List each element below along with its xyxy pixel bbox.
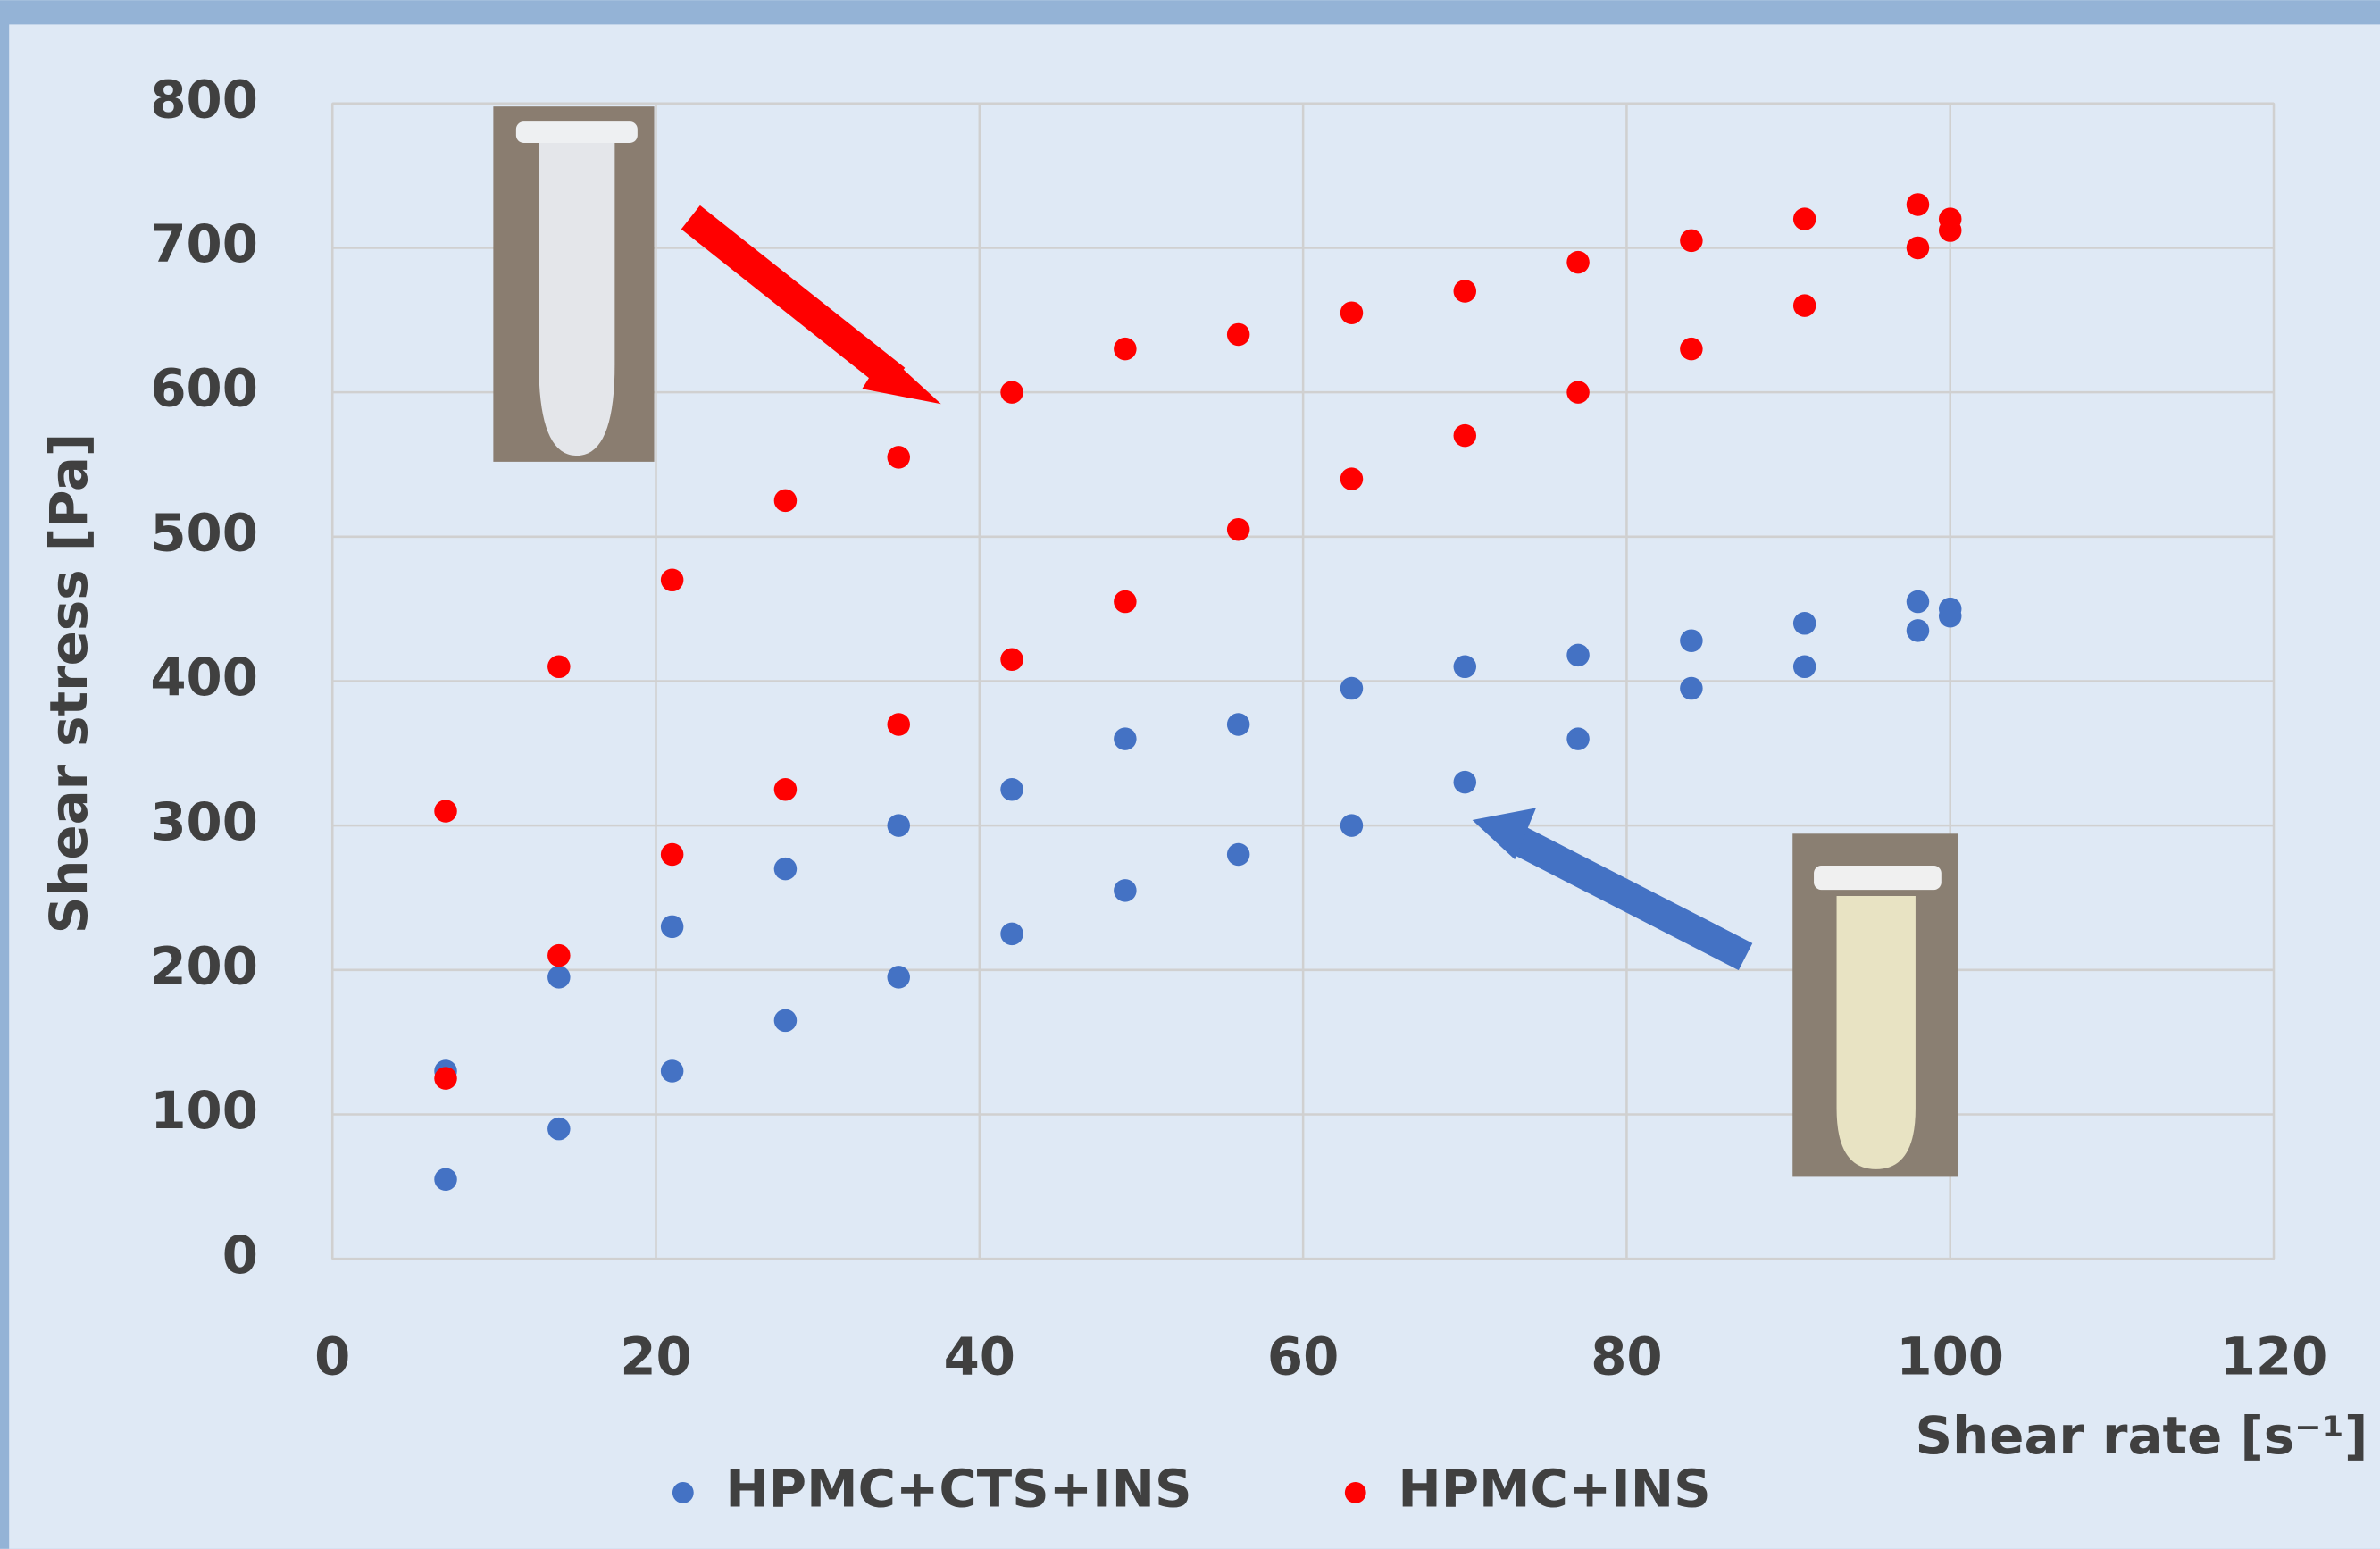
legend-marker — [1345, 1482, 1366, 1503]
x-tick-label: 120 — [2220, 1327, 2328, 1387]
y-axis-label: Shear stress [Pa] — [38, 433, 99, 934]
y-tick-label: 800 — [150, 69, 258, 130]
data-point — [1114, 338, 1136, 360]
legend-marker — [672, 1482, 694, 1503]
data-point — [434, 1067, 456, 1089]
data-point — [1566, 381, 1589, 403]
photo-opaque-tube — [493, 106, 654, 462]
data-point — [661, 1059, 683, 1082]
data-point — [774, 490, 797, 512]
data-point — [1454, 280, 1476, 302]
data-point — [1340, 814, 1363, 836]
data-point — [547, 944, 570, 967]
data-point — [547, 966, 570, 988]
data-point — [1454, 771, 1476, 793]
data-point — [1566, 644, 1589, 666]
data-point — [1454, 424, 1476, 447]
x-tick-label: 20 — [620, 1327, 691, 1387]
y-tick-label: 600 — [150, 358, 258, 419]
data-point — [1680, 230, 1702, 252]
data-point — [1000, 778, 1023, 800]
data-point — [1454, 656, 1476, 678]
data-point — [1793, 207, 1816, 230]
x-tick-label: 40 — [944, 1327, 1015, 1387]
x-tick-label: 80 — [1591, 1327, 1662, 1387]
y-tick-label: 400 — [150, 647, 258, 708]
data-point — [1793, 656, 1816, 678]
data-point — [887, 446, 909, 468]
y-tick-label: 700 — [150, 214, 258, 274]
data-point — [1000, 381, 1023, 403]
data-point — [887, 966, 909, 988]
legend-label: HPMC+INS — [1398, 1459, 1710, 1520]
data-point — [1566, 251, 1589, 273]
data-point — [1340, 301, 1363, 323]
data-point — [1114, 879, 1136, 901]
chart-background — [9, 24, 2380, 1548]
data-point — [1114, 727, 1136, 749]
data-point — [1566, 727, 1589, 749]
legend: HPMC+CTS+INS HPMC+INS — [672, 1459, 1711, 1520]
data-point — [1907, 237, 1929, 259]
data-point — [1227, 323, 1249, 346]
data-point — [774, 1009, 797, 1032]
data-point — [1907, 619, 1929, 641]
data-point — [774, 778, 797, 800]
data-point — [1340, 677, 1363, 699]
x-axis-label: Shear rate [s⁻¹] — [1916, 1405, 2368, 1466]
data-point — [1227, 843, 1249, 866]
data-point — [887, 814, 909, 836]
data-point — [1907, 590, 1929, 613]
data-point — [434, 1168, 456, 1191]
data-point — [1114, 590, 1136, 613]
y-tick-label: 200 — [150, 935, 258, 996]
data-point — [1227, 713, 1249, 735]
data-point — [661, 916, 683, 938]
data-point — [1000, 648, 1023, 670]
data-point — [1939, 605, 1961, 627]
y-tick-label: 500 — [150, 502, 258, 563]
data-point — [1939, 219, 1961, 241]
x-tick-label: 100 — [1896, 1327, 2004, 1387]
x-tick-label: 60 — [1267, 1327, 1339, 1387]
data-point — [1793, 294, 1816, 316]
data-point — [434, 800, 456, 822]
y-tick-label: 0 — [222, 1225, 258, 1285]
x-tick-label: 0 — [314, 1327, 350, 1387]
data-point — [661, 843, 683, 866]
photo-clear-tube — [1792, 833, 1958, 1176]
data-point — [1793, 612, 1816, 634]
data-point — [1680, 677, 1702, 699]
data-point — [1680, 629, 1702, 651]
data-point — [1227, 518, 1249, 540]
chart: Shear stress [Pa] Shear rate [s⁻¹] HPMC+… — [0, 0, 2380, 1549]
data-point — [1680, 338, 1702, 360]
page: {"chart_data": {"type": "scatter", "xlab… — [0, 0, 2380, 1549]
data-point — [547, 1118, 570, 1140]
data-point — [1907, 193, 1929, 215]
data-point — [547, 656, 570, 678]
y-tick-label: 300 — [150, 791, 258, 852]
data-point — [887, 713, 909, 735]
data-point — [661, 569, 683, 591]
data-point — [1000, 923, 1023, 945]
data-point — [1340, 467, 1363, 490]
data-point — [774, 858, 797, 880]
y-tick-label: 100 — [150, 1080, 258, 1141]
legend-label: HPMC+CTS+INS — [725, 1459, 1191, 1520]
